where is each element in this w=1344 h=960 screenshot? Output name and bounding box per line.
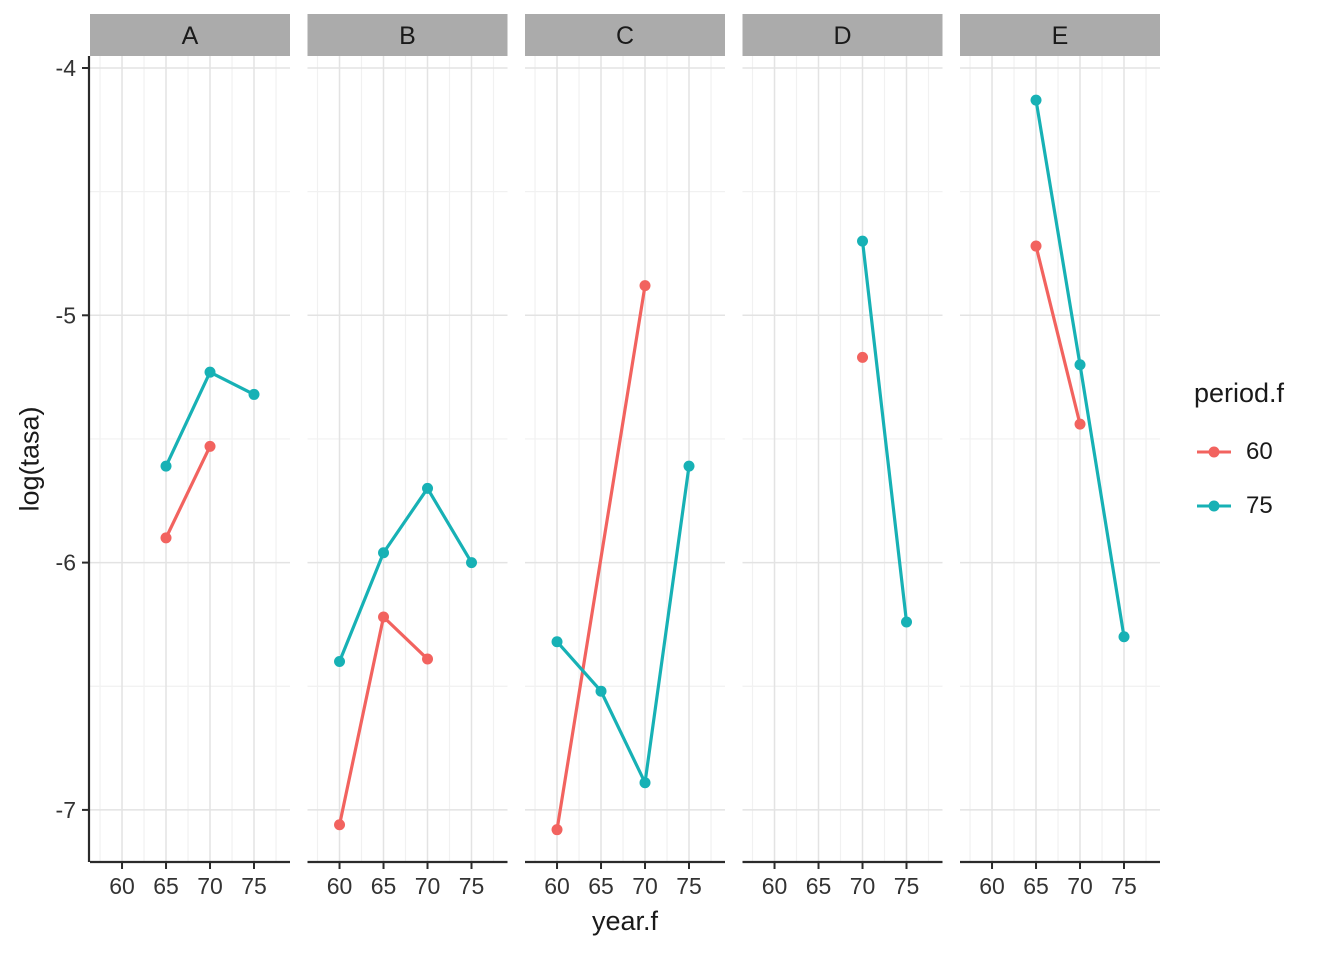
y-tick-label: -5 <box>56 302 76 328</box>
x-tick-label: 75 <box>459 873 485 899</box>
facet-strip <box>90 14 290 56</box>
data-point-75 <box>204 366 216 378</box>
y-tick-label: -6 <box>56 550 76 576</box>
legend: period.f 60 75 <box>1194 378 1344 545</box>
x-tick-label: 75 <box>241 873 267 899</box>
x-tick-label: 65 <box>806 873 832 899</box>
data-point-75 <box>639 777 651 789</box>
facet-strip-label: B <box>399 22 416 50</box>
data-point-60 <box>422 653 434 665</box>
x-tick-label: 70 <box>415 873 441 899</box>
series-line-75 <box>555 464 691 789</box>
x-tick-label: 60 <box>109 873 135 899</box>
x-tick-label: 70 <box>197 873 223 899</box>
x-tick-label: 65 <box>588 873 614 899</box>
facet-strip-label: D <box>833 22 851 50</box>
y-tick-label: -4 <box>56 55 77 81</box>
facet-strip-label: A <box>182 22 199 50</box>
data-point-60 <box>334 819 346 831</box>
data-point-60 <box>857 351 869 363</box>
data-point-60 <box>1074 418 1086 430</box>
data-point-75 <box>857 235 869 247</box>
legend-key-point <box>1208 446 1220 458</box>
data-point-75 <box>551 636 563 648</box>
legend-label: 75 <box>1246 492 1273 519</box>
x-tick-label: 65 <box>371 873 397 899</box>
x-tick-label: 60 <box>327 873 353 899</box>
x-tick-label: 60 <box>544 873 570 899</box>
data-point-60 <box>204 440 216 452</box>
legend-title: period.f <box>1194 378 1285 408</box>
legend-label: 60 <box>1246 438 1273 465</box>
data-point-60 <box>378 611 390 623</box>
series-line-60 <box>1034 244 1082 426</box>
data-point-75 <box>466 557 478 569</box>
x-tick-label: 75 <box>1111 873 1137 899</box>
x-tick-label: 75 <box>676 873 702 899</box>
data-point-75 <box>595 685 607 697</box>
facet-strip <box>960 14 1160 56</box>
facet-strip <box>742 14 943 56</box>
facet-strip <box>525 14 725 56</box>
data-point-75 <box>160 460 172 472</box>
legend-item-75: 75 <box>1194 491 1344 521</box>
data-point-75 <box>378 547 390 559</box>
data-point-60 <box>639 280 651 292</box>
x-tick-label: 70 <box>632 873 658 899</box>
legend-items: 60 75 <box>1194 437 1344 521</box>
x-tick-label: 60 <box>762 873 788 899</box>
x-tick-label: 60 <box>979 873 1005 899</box>
data-point-75 <box>248 388 260 400</box>
data-point-75 <box>1030 94 1042 106</box>
x-tick-label: 75 <box>894 873 920 899</box>
series-line-60 <box>164 444 212 540</box>
data-point-60 <box>1030 240 1042 252</box>
data-point-75 <box>683 460 695 472</box>
series-line-75 <box>337 485 474 664</box>
facet-strip-label: E <box>1052 22 1069 50</box>
x-tick-label: 70 <box>850 873 876 899</box>
data-point-75 <box>1118 631 1130 643</box>
legend-item-60: 60 <box>1194 437 1344 467</box>
data-point-60 <box>551 824 563 836</box>
legend-key-icon <box>1197 500 1231 512</box>
facet-strip <box>307 14 508 56</box>
data-point-75 <box>422 482 434 494</box>
y-axis-title: log(tasa) <box>14 406 45 512</box>
series-line-75 <box>860 239 909 624</box>
legend-key-point <box>1208 500 1220 512</box>
data-point-75 <box>1074 359 1086 371</box>
legend-key-icon <box>1197 446 1231 458</box>
y-tick-label: -7 <box>56 797 76 823</box>
x-axis-title: year.f <box>591 906 659 936</box>
facet-strip-label: C <box>616 22 634 50</box>
data-point-75 <box>334 656 346 668</box>
x-tick-label: 65 <box>153 873 179 899</box>
x-tick-label: 65 <box>1023 873 1049 899</box>
x-tick-label: 70 <box>1067 873 1093 899</box>
data-point-75 <box>901 616 913 628</box>
series-line-60 <box>555 284 647 832</box>
data-point-60 <box>160 532 172 544</box>
